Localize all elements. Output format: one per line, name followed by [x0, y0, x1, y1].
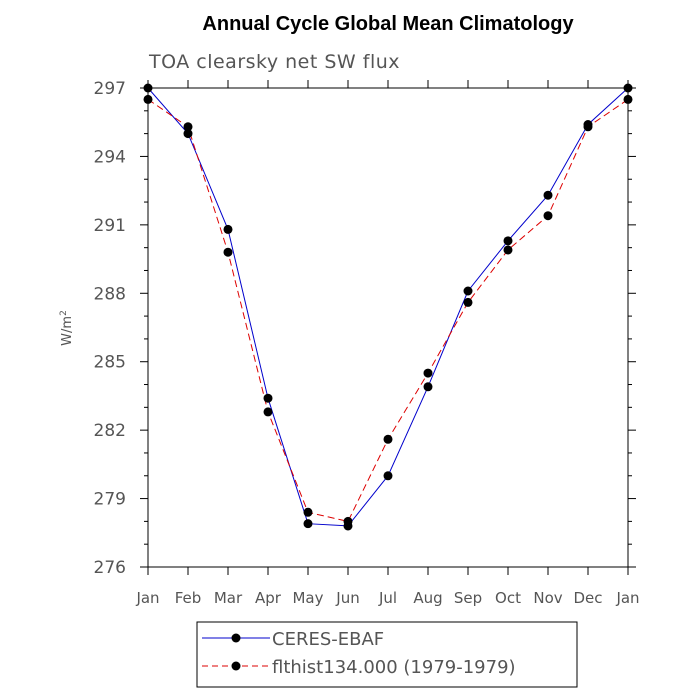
x-tick-label: Mar	[214, 589, 243, 607]
series-line-0	[147, 87, 629, 527]
x-tick-label: Oct	[495, 589, 521, 607]
y-axis-label-superscript: 2	[59, 310, 69, 316]
y-tick-label: 279	[94, 490, 126, 510]
x-tick-label: Sep	[454, 589, 482, 607]
series-line-1	[147, 98, 629, 522]
data-point-series-1	[343, 516, 353, 526]
data-point-series-1	[383, 434, 393, 444]
y-tick-label: 285	[94, 353, 126, 373]
y-tick-label: 276	[94, 558, 126, 578]
x-tick-label: Aug	[413, 589, 442, 607]
y-axis-label-text: W/m	[60, 316, 75, 346]
legend: CERES-EBAF flthist134.000 (1979-1979)	[196, 621, 578, 688]
series-layer	[143, 83, 633, 531]
y-tick-label: 288	[94, 284, 126, 304]
legend-label-flthist: flthist134.000 (1979-1979)	[272, 657, 516, 678]
data-point-series-0	[423, 382, 433, 392]
y-ticks: 276 279 282 285 288 291 294 297	[94, 79, 636, 578]
y-tick-label: 297	[94, 79, 126, 99]
data-point-series-1	[583, 122, 593, 132]
data-point-series-0	[183, 129, 193, 139]
plot-frame	[147, 87, 629, 568]
data-point-series-1	[183, 122, 193, 132]
x-tick-label: Jun	[335, 589, 359, 607]
x-tick-label: Nov	[533, 589, 562, 607]
data-point-series-1	[543, 211, 553, 221]
svg-text:W/m2: W/m2	[59, 310, 75, 346]
y-axis-label: W/m2	[59, 310, 75, 346]
data-point-series-1	[263, 407, 273, 417]
x-tick-label: Feb	[175, 589, 202, 607]
data-point-series-0	[503, 236, 513, 246]
x-tick-label: Jul	[378, 589, 397, 607]
data-point-series-0	[223, 224, 233, 234]
x-tick-label: Jan	[135, 589, 159, 607]
x-tick-label: May	[292, 589, 323, 607]
chart-subtitle: TOA clearsky net SW flux	[148, 51, 400, 73]
chart-title: Annual Cycle Global Mean Climatology	[202, 13, 574, 35]
legend-marker-flthist	[231, 661, 241, 671]
y-tick-label: 291	[94, 216, 126, 236]
data-point-series-1	[503, 245, 513, 255]
data-point-series-0	[383, 471, 393, 481]
legend-box	[196, 621, 578, 688]
legend-marker-ceres	[231, 633, 241, 643]
data-point-series-1	[303, 507, 313, 517]
legend-label-ceres: CERES-EBAF	[272, 629, 384, 650]
data-point-series-1	[423, 368, 433, 378]
data-point-series-1	[463, 297, 473, 307]
x-tick-label: Apr	[255, 589, 282, 607]
data-point-series-0	[303, 519, 313, 529]
data-point-series-0	[543, 190, 553, 200]
x-tick-label: Jan	[615, 589, 639, 607]
data-point-series-1	[223, 247, 233, 257]
x-tick-label: Dec	[573, 589, 602, 607]
x-ticks: Jan Feb Mar Apr May Jun Jul Aug Sep Oct Nov Dec Jan	[135, 80, 640, 607]
y-tick-label: 294	[94, 147, 126, 167]
data-point-series-0	[463, 286, 473, 296]
data-point-series-0	[263, 393, 273, 403]
y-tick-label: 282	[94, 421, 126, 441]
